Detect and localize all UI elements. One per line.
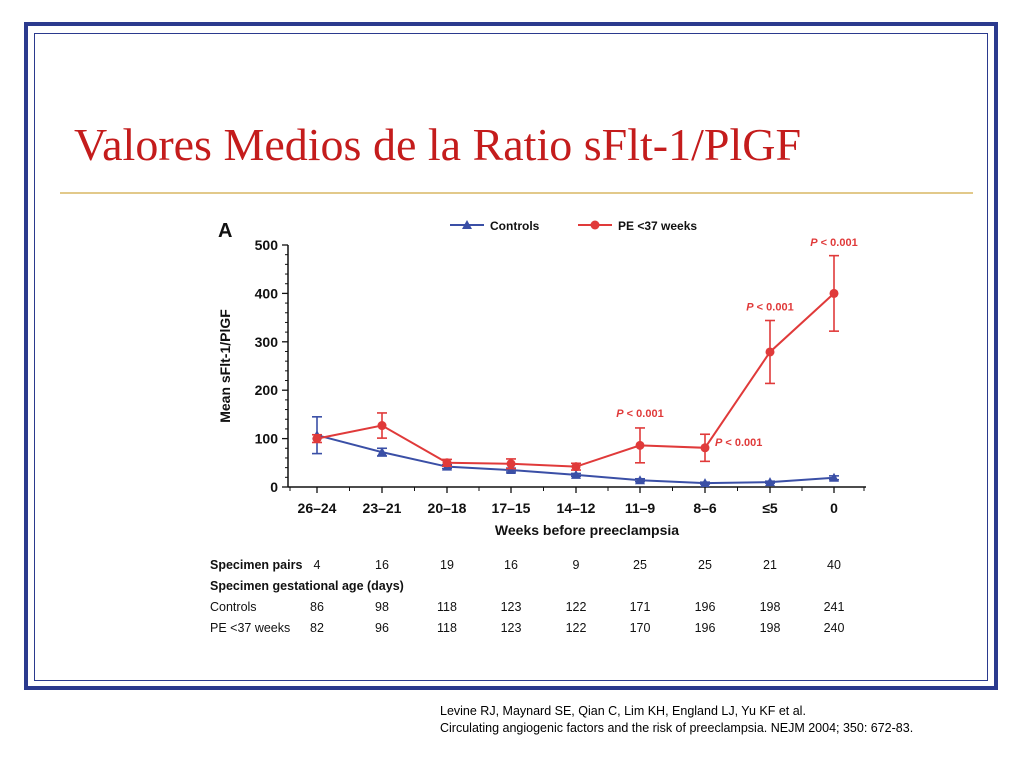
- x-tick-label: 17–15: [492, 500, 531, 516]
- x-tick-label: 14–12: [557, 500, 596, 516]
- y-tick-label: 0: [270, 479, 278, 495]
- legend-marker-circle: [590, 220, 600, 230]
- table-cell: 122: [566, 621, 587, 635]
- data-point-circle: [377, 421, 387, 431]
- x-tick-label: 11–9: [625, 500, 656, 516]
- data-point-triangle: [700, 478, 710, 488]
- data-point-circle: [312, 434, 322, 444]
- legend-marker-triangle: [462, 220, 472, 229]
- table-row-label: PE <37 weeks: [210, 621, 290, 635]
- data-point-triangle: [765, 477, 775, 487]
- table-cell: 9: [573, 558, 580, 572]
- table-cell: 16: [504, 558, 518, 572]
- table-cell: 21: [763, 558, 777, 572]
- table-cell: 241: [824, 600, 845, 614]
- table-row-label: Controls: [210, 600, 257, 614]
- table-cell: 123: [501, 621, 522, 635]
- y-tick-label: 200: [255, 382, 279, 398]
- table-cell: 118: [437, 600, 457, 614]
- slide-frame-outer: [24, 22, 998, 690]
- table-cell: 82: [310, 621, 324, 635]
- table-cell: 25: [633, 558, 647, 572]
- table-cell: 196: [695, 600, 716, 614]
- citation-line-2: Circulating angiogenic factors and the r…: [440, 721, 914, 735]
- x-tick-label: ≤5: [762, 500, 778, 516]
- p-value-annotation: P < 0.001: [715, 437, 762, 449]
- data-point-circle: [571, 462, 581, 472]
- table-cell: 240: [824, 621, 845, 635]
- data-point-triangle: [377, 447, 387, 457]
- table-cell: 19: [440, 558, 454, 572]
- table-cell: 198: [760, 621, 781, 635]
- table-cell: 4: [314, 558, 321, 572]
- p-value-annotation: P < 0.001: [810, 237, 857, 249]
- x-tick-label: 8–6: [693, 500, 717, 516]
- table-cell: 123: [501, 600, 522, 614]
- x-tick-label: 26–24: [298, 500, 337, 516]
- table-row-label: Specimen pairs: [210, 558, 302, 572]
- x-axis-label: Weeks before preeclampsia: [495, 522, 679, 538]
- table-cell: 118: [437, 621, 457, 635]
- table-cell: 16: [375, 558, 389, 572]
- x-tick-label: 20–18: [428, 500, 467, 516]
- table-cell: 198: [760, 600, 781, 614]
- y-tick-label: 500: [255, 237, 279, 253]
- citation-line-1: Levine RJ, Maynard SE, Qian C, Lim KH, E…: [440, 704, 806, 718]
- data-point-circle: [506, 459, 516, 469]
- p-value-annotation: P < 0.001: [616, 408, 663, 420]
- y-axis-label: Mean sFlt-1/PlGF: [217, 309, 233, 423]
- table-cell: 170: [630, 621, 651, 635]
- panel-label: A: [218, 220, 232, 242]
- citation: Levine RJ, Maynard SE, Qian C, Lim KH, E…: [440, 703, 913, 737]
- y-tick-label: 100: [255, 431, 279, 447]
- table-cell: 40: [827, 558, 841, 572]
- table-cell: 98: [375, 600, 389, 614]
- table-cell: 122: [566, 600, 587, 614]
- table-row-label: Specimen gestational age (days): [210, 579, 404, 593]
- p-value-annotation: P < 0.001: [746, 301, 793, 313]
- data-point-circle: [442, 458, 452, 468]
- data-point-triangle: [829, 472, 839, 482]
- y-tick-label: 300: [255, 334, 279, 350]
- table-cell: 196: [695, 621, 716, 635]
- data-point-circle: [635, 440, 645, 450]
- table-cell: 86: [310, 600, 324, 614]
- x-tick-label: 23–21: [363, 500, 402, 516]
- table-cell: 171: [630, 600, 651, 614]
- data-point-triangle: [571, 469, 581, 479]
- data-point-triangle: [506, 465, 516, 475]
- data-point-triangle: [635, 475, 645, 485]
- data-point-circle: [829, 288, 839, 298]
- table-cell: 96: [375, 621, 389, 635]
- slide-frame-inner: [34, 33, 988, 681]
- x-tick-label: 0: [830, 500, 838, 516]
- data-point-circle: [765, 347, 775, 357]
- table-cell: 25: [698, 558, 712, 572]
- title-divider: [60, 192, 973, 194]
- slide-title: Valores Medios de la Ratio sFlt-1/PlGF: [74, 119, 802, 170]
- legend-label: Controls: [490, 219, 540, 233]
- y-tick-label: 400: [255, 285, 279, 301]
- data-point-circle: [700, 443, 710, 453]
- legend-label: PE <37 weeks: [618, 219, 697, 233]
